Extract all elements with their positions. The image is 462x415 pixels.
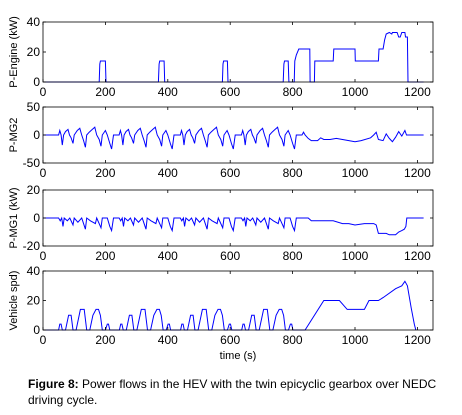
x-tick-label: 400 <box>158 249 178 263</box>
x-tick-label: 400 <box>158 166 178 180</box>
y-tick-label: -20 <box>23 239 41 253</box>
panel-4: 0 200 400 600 800 1000 1200 0 20 40 Vehicle spd) ti… <box>8 264 434 362</box>
x-tick-label: 1000 <box>342 166 369 180</box>
y-tick-label: 20 <box>27 183 41 197</box>
x-tick-label: 0 <box>40 249 47 263</box>
x-tick-label: 200 <box>95 333 115 347</box>
figure-caption-label: Figure 8: <box>28 377 79 391</box>
panel-2-series-line <box>43 126 424 150</box>
x-tick-label: 600 <box>220 249 240 263</box>
panel-1-frame <box>42 21 434 83</box>
y-tick-label: 0 <box>33 323 40 337</box>
x-tick-label: 400 <box>158 333 178 347</box>
x-tick-label: 0 <box>40 85 47 99</box>
y-tick-label: 0 <box>33 128 40 142</box>
y-tick-label: 20 <box>27 45 41 59</box>
x-tick-label: 800 <box>283 85 303 99</box>
figure-caption: Figure 8: Power flows in the HEV with th… <box>28 376 458 408</box>
panel-1-y-axis-label: P-Engine (kW) <box>8 16 20 88</box>
x-tick-label: 400 <box>158 85 178 99</box>
panel-4-y-axis-label: Vehicle spd) <box>8 271 20 331</box>
x-tick-label: 1200 <box>404 249 431 263</box>
x-tick-label: 0 <box>40 333 47 347</box>
y-tick-label: 40 <box>27 15 41 29</box>
x-axis-label: time (s) <box>220 350 257 362</box>
x-tick-label: 200 <box>95 249 115 263</box>
x-tick-label: 800 <box>283 166 303 180</box>
y-tick-label: 0 <box>33 211 40 225</box>
x-tick-label: 1200 <box>404 333 431 347</box>
y-tick-label: 50 <box>27 100 41 114</box>
panel-1-series-line <box>43 31 424 83</box>
panel-2-y-axis-label: P-MG2 <box>8 118 20 153</box>
panel-3-y-axis-label: P-MG1 (kW) <box>8 187 20 248</box>
x-tick-label: 600 <box>220 166 240 180</box>
panel-1: 0 200 400 600 800 1000 1200 0 20 40 P-Engine (kW) <box>8 15 434 99</box>
panel-4-series-line <box>43 280 417 331</box>
x-tick-label: 1200 <box>404 85 431 99</box>
y-tick-label: -50 <box>23 156 41 170</box>
x-tick-label: 200 <box>95 85 115 99</box>
x-tick-label: 600 <box>220 85 240 99</box>
y-tick-label: 0 <box>33 75 40 89</box>
x-tick-label: 1200 <box>404 166 431 180</box>
x-tick-label: 200 <box>95 166 115 180</box>
x-tick-label: 1000 <box>342 85 369 99</box>
x-tick-label: 800 <box>283 333 303 347</box>
x-tick-label: 1000 <box>342 249 369 263</box>
panel-3-series-line <box>43 216 424 236</box>
x-tick-label: 1000 <box>342 333 369 347</box>
x-tick-label: 0 <box>40 166 47 180</box>
y-tick-label: 40 <box>27 264 41 278</box>
y-tick-label: 20 <box>27 294 41 308</box>
figure-caption-text: Power flows in the HEV with the twin epi… <box>28 377 437 407</box>
x-tick-label: 800 <box>283 249 303 263</box>
x-tick-label: 600 <box>220 333 240 347</box>
